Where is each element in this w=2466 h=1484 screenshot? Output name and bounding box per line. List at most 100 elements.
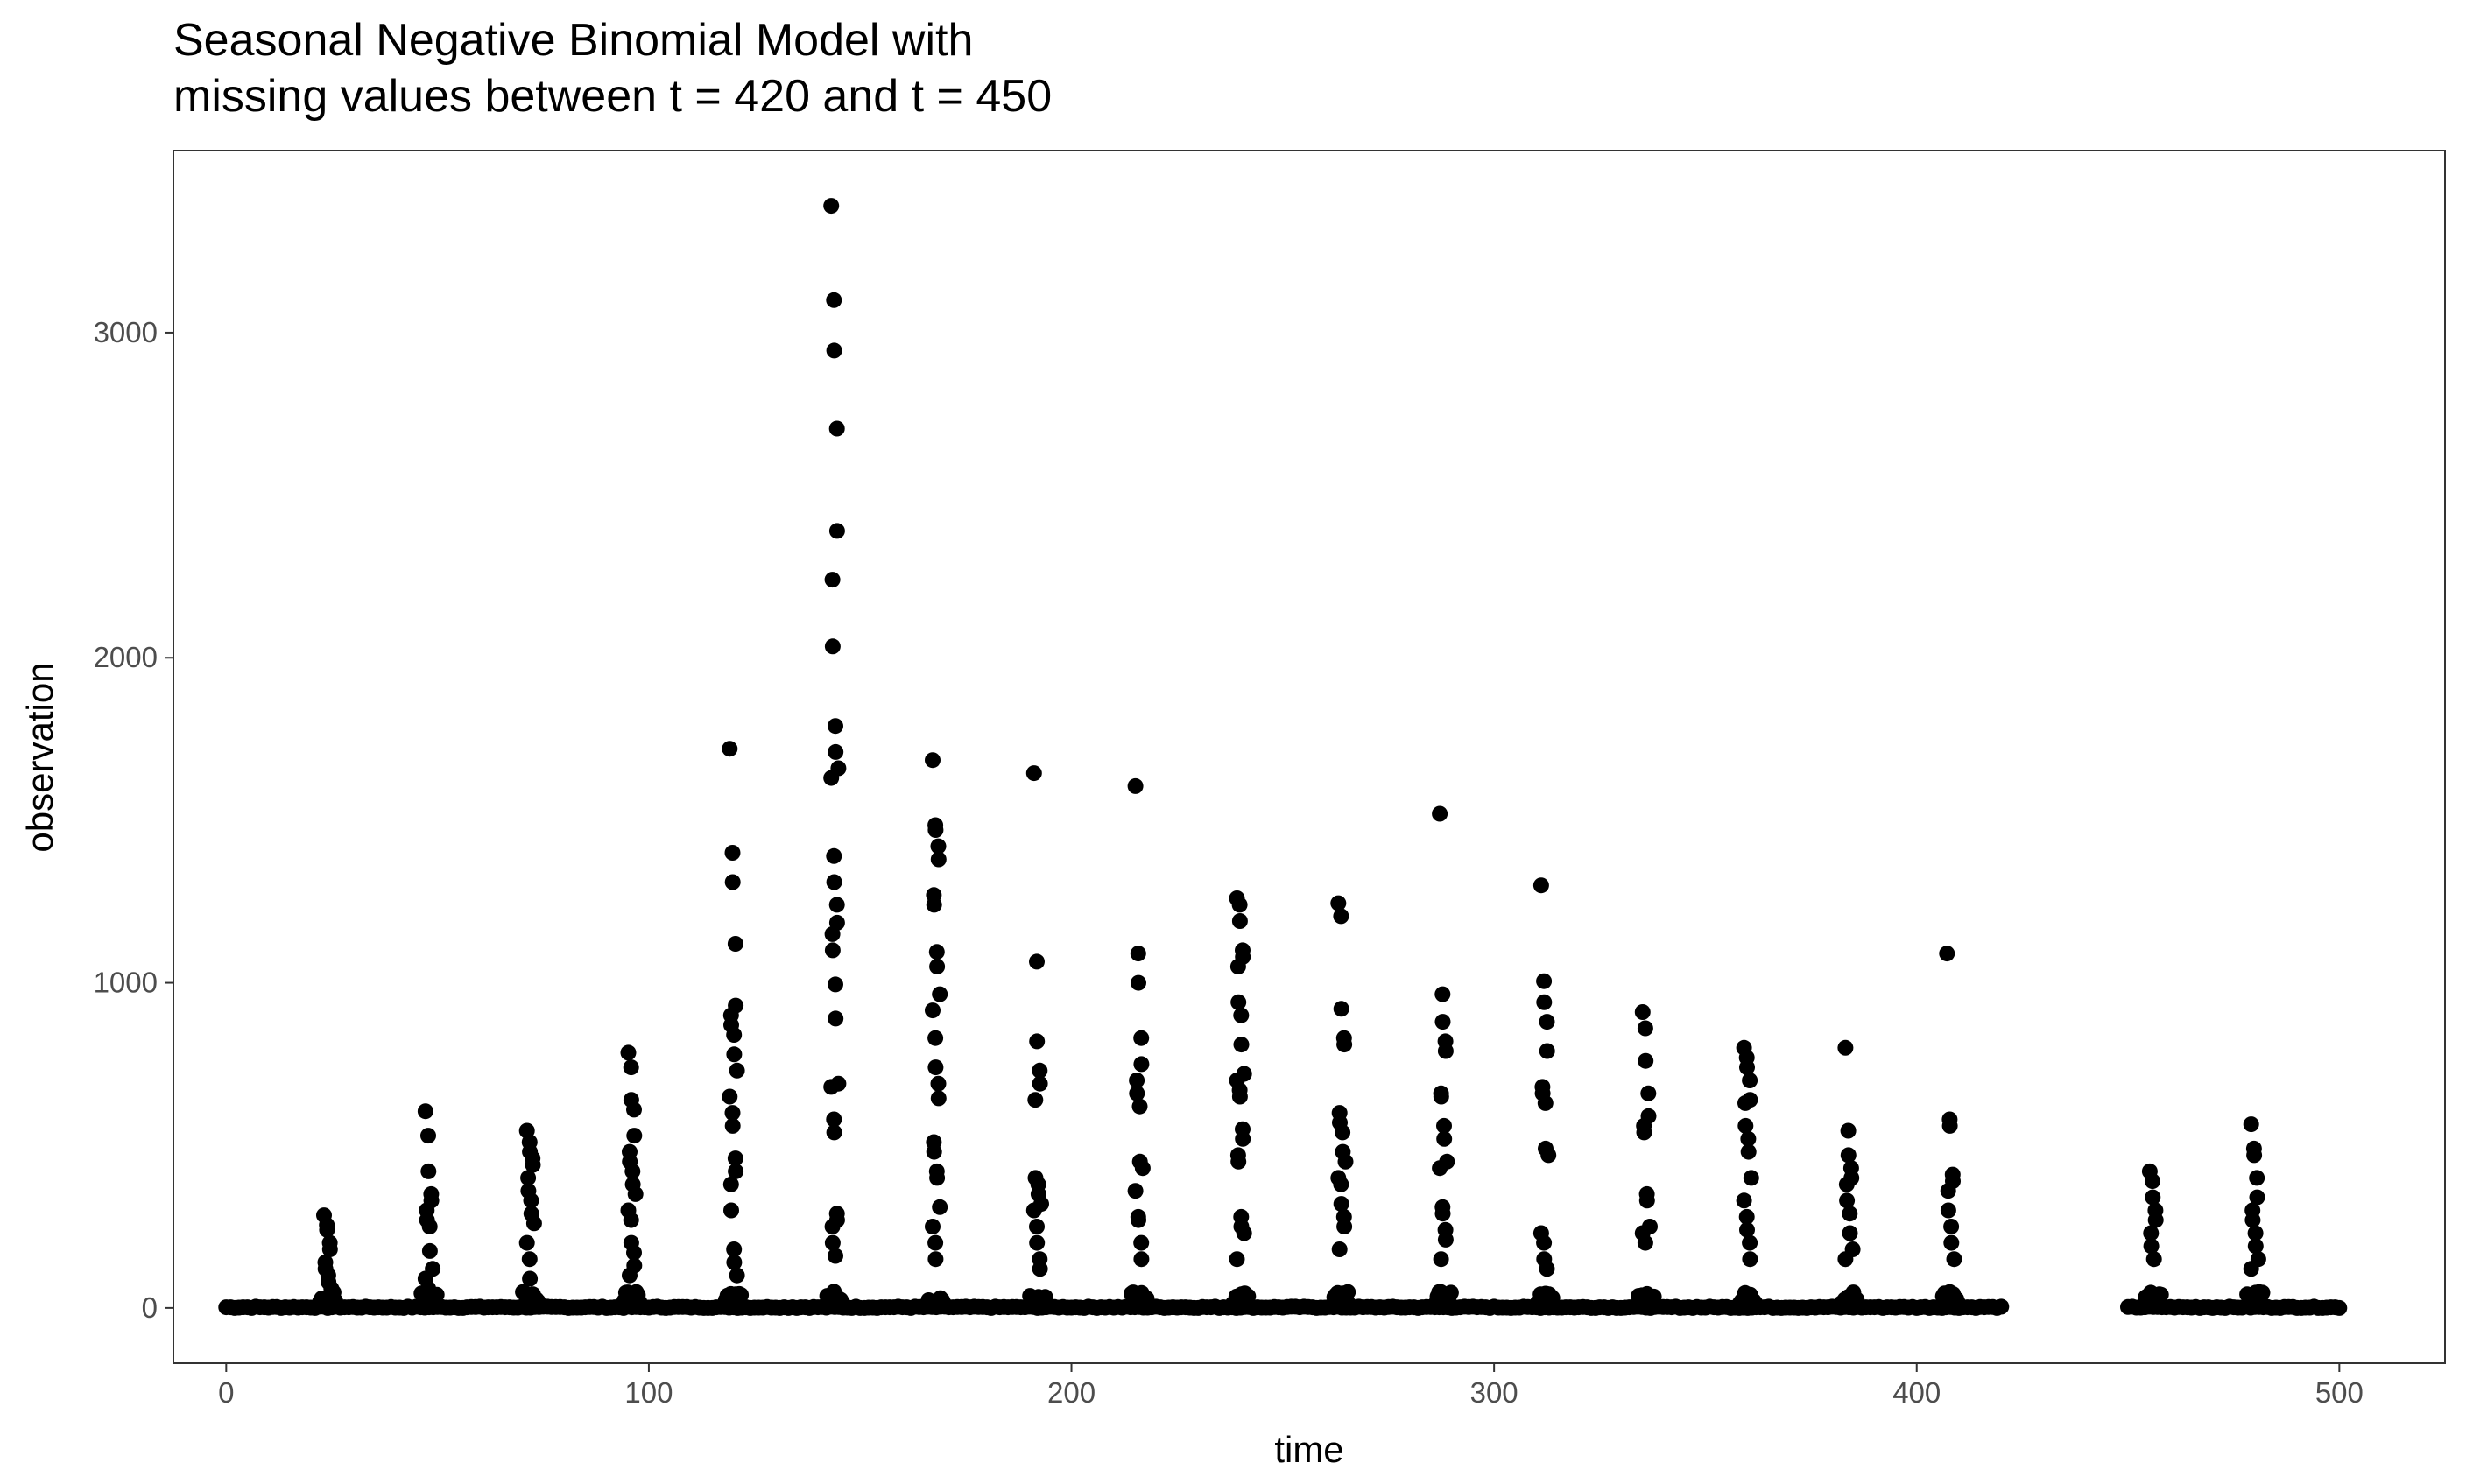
data-point bbox=[1127, 777, 1144, 794]
data-point bbox=[1739, 1221, 1755, 1238]
data-point bbox=[826, 847, 842, 864]
data-point bbox=[824, 572, 841, 588]
data-point bbox=[724, 1117, 741, 1134]
data-point bbox=[623, 1212, 639, 1228]
data-point bbox=[823, 198, 840, 215]
data-point bbox=[417, 1103, 433, 1120]
data-point bbox=[826, 342, 842, 359]
data-point bbox=[1544, 1290, 1561, 1306]
chart-title: Seasonal Negative Binomial Model with mi… bbox=[173, 12, 1052, 124]
data-point bbox=[1634, 1004, 1651, 1020]
data-point bbox=[1993, 1298, 2010, 1315]
y-axis-ticks: 0 1000 2000 3000 bbox=[94, 316, 173, 1324]
data-point bbox=[1940, 1202, 1956, 1219]
data-point bbox=[1336, 1219, 1353, 1234]
data-point bbox=[1432, 1160, 1448, 1177]
data-point bbox=[1130, 946, 1146, 962]
data-point bbox=[622, 1267, 638, 1284]
data-point bbox=[1736, 1192, 1752, 1209]
data-point bbox=[733, 1287, 750, 1303]
data-point bbox=[1839, 1192, 1856, 1209]
data-point bbox=[1640, 1085, 1657, 1101]
x-tick-label: 400 bbox=[1892, 1376, 1941, 1409]
data-point bbox=[930, 1075, 947, 1092]
data-point bbox=[835, 1294, 850, 1311]
data-point bbox=[1134, 1160, 1151, 1177]
data-point bbox=[1536, 973, 1553, 989]
data-point bbox=[1943, 1219, 1960, 1234]
data-point bbox=[2249, 1170, 2265, 1186]
data-point bbox=[1842, 1225, 1858, 1241]
data-point bbox=[1231, 913, 1248, 929]
data-point bbox=[1230, 994, 1247, 1010]
data-point bbox=[726, 1241, 743, 1257]
data-point bbox=[319, 1221, 335, 1238]
y-axis-title: observation bbox=[19, 662, 60, 852]
data-point bbox=[2145, 1173, 2160, 1190]
data-points bbox=[218, 198, 2348, 1316]
data-point bbox=[1029, 1219, 1045, 1234]
data-point bbox=[1233, 1007, 1250, 1023]
data-point bbox=[729, 1267, 745, 1284]
x-tick-label: 300 bbox=[1470, 1376, 1518, 1409]
data-point bbox=[726, 1027, 743, 1043]
data-point bbox=[1333, 908, 1349, 925]
data-point bbox=[1740, 1143, 1757, 1160]
data-point bbox=[626, 1128, 643, 1144]
data-point bbox=[823, 770, 840, 786]
data-point bbox=[824, 1234, 841, 1251]
data-point bbox=[930, 1090, 947, 1107]
data-point bbox=[1742, 1234, 1758, 1251]
data-point bbox=[929, 959, 946, 974]
data-point bbox=[1129, 1073, 1145, 1088]
data-point bbox=[420, 1128, 436, 1144]
data-point bbox=[2143, 1225, 2160, 1241]
data-point bbox=[927, 1234, 944, 1251]
data-point bbox=[521, 1251, 538, 1268]
data-point bbox=[626, 1244, 642, 1261]
data-point bbox=[1230, 1153, 1247, 1170]
data-point bbox=[828, 976, 843, 993]
data-point bbox=[2254, 1284, 2271, 1301]
data-point bbox=[1539, 1014, 1555, 1030]
x-tick-label: 100 bbox=[624, 1376, 673, 1409]
data-point bbox=[421, 1242, 438, 1259]
data-point bbox=[1737, 1094, 1753, 1111]
data-point bbox=[826, 874, 842, 890]
data-point bbox=[1437, 1231, 1454, 1248]
data-point bbox=[828, 420, 845, 437]
data-point bbox=[525, 1157, 541, 1173]
data-point bbox=[1433, 1251, 1449, 1268]
data-point bbox=[1637, 1234, 1653, 1251]
data-point bbox=[1433, 1088, 1449, 1105]
data-point bbox=[2244, 1212, 2261, 1228]
data-point bbox=[1027, 1092, 1044, 1108]
data-point bbox=[1442, 1284, 1459, 1301]
data-point bbox=[1231, 1088, 1248, 1105]
data-point bbox=[1540, 1147, 1557, 1164]
data-point bbox=[1133, 1030, 1150, 1046]
data-point bbox=[620, 1044, 637, 1061]
data-point bbox=[932, 1199, 948, 1215]
data-point bbox=[826, 1124, 842, 1141]
data-point bbox=[1740, 1130, 1757, 1147]
data-point bbox=[925, 1002, 941, 1019]
data-point bbox=[726, 1046, 743, 1063]
data-point bbox=[1229, 959, 1246, 974]
x-axis-title: time bbox=[1274, 1429, 1343, 1470]
data-point bbox=[925, 752, 941, 769]
data-point bbox=[1127, 1183, 1144, 1199]
data-point bbox=[930, 838, 947, 855]
data-point bbox=[926, 897, 942, 913]
data-point bbox=[1849, 1291, 1865, 1308]
data-point bbox=[1333, 1001, 1349, 1017]
data-point bbox=[1032, 1261, 1048, 1277]
data-point bbox=[1037, 1289, 1053, 1305]
data-point bbox=[2246, 1147, 2263, 1164]
data-point bbox=[1336, 1037, 1353, 1053]
data-point bbox=[828, 1248, 843, 1264]
data-point bbox=[518, 1234, 535, 1251]
data-point bbox=[724, 1105, 741, 1122]
data-point bbox=[930, 851, 947, 868]
